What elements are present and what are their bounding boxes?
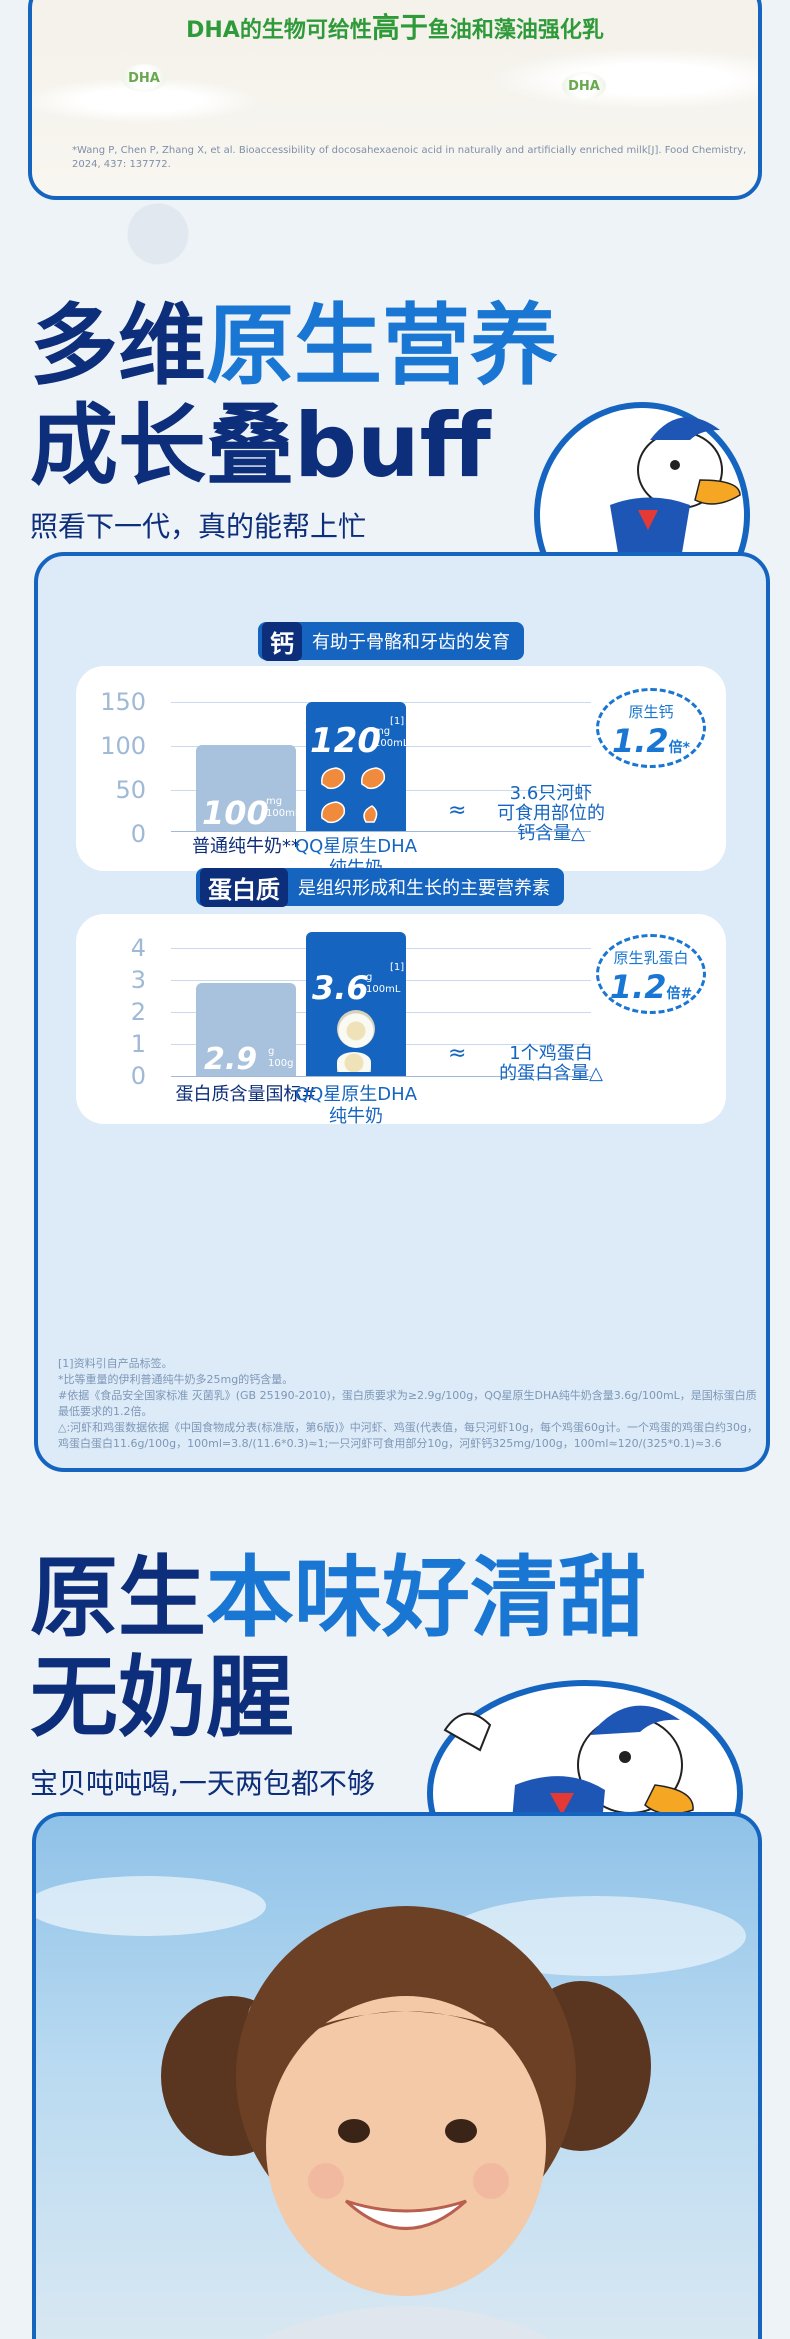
title-blue-part: 本味好清甜	[206, 1546, 647, 1649]
section2-title-line2: 无奶腥	[30, 1646, 295, 1749]
dha-bubble-left: DHA	[122, 64, 166, 92]
unit-top: mg	[374, 726, 391, 737]
shrimp-icon	[321, 801, 346, 824]
category-plain: 蛋白质含量国标#	[175, 1084, 317, 1105]
calcium-equivalent-note: 3.6只河虾 可食用部位的 钙含量△	[481, 784, 621, 844]
ring-label: 原生钙	[628, 703, 674, 721]
category-qq-line2: 纯牛奶	[329, 1106, 383, 1127]
note-line: 的蛋白含量△	[499, 1063, 603, 1084]
title-dark-part: 原生	[30, 1546, 207, 1649]
protein-multiplier-badge: 原生乳蛋白 1.2倍#	[596, 934, 706, 1014]
unit-bottom: 100g	[268, 1058, 294, 1069]
note-line: 钙含量△	[517, 823, 585, 844]
y-tick: 3	[130, 966, 146, 994]
shrimp-icon	[363, 805, 378, 823]
nutrition-panel: 钙 有助于骨骼和牙齿的发育 150 100 50 0 100 mg 100mL …	[34, 552, 770, 1472]
unit-bottom: 100mL	[374, 738, 409, 749]
milk-splash-image	[32, 0, 758, 196]
title-blue-part: 原生营养	[206, 294, 559, 397]
ring-unit: 倍#	[666, 986, 693, 1002]
ref-mark: [1]	[390, 716, 405, 727]
unit-plain: g 100g	[268, 1046, 293, 1070]
ring-unit: 倍*	[668, 740, 690, 756]
note-line: 3.6只河虾	[509, 783, 593, 804]
x-axis-line	[171, 831, 591, 832]
note-line: 1个鸡蛋白	[509, 1043, 593, 1064]
unit-top: mg	[266, 796, 283, 807]
calcium-tag: 钙	[262, 621, 302, 661]
shrimp-icon	[361, 767, 386, 790]
unit-top: g	[366, 972, 373, 983]
approx-sign: ≈	[448, 1041, 467, 1066]
protein-pill: 蛋白质 是组织形成和生长的主要营养素	[196, 867, 564, 907]
unit-bottom: 100mL	[266, 808, 301, 819]
section2-title-line1: 原生本味好清甜	[30, 1551, 646, 1644]
ring-number: 1.2	[611, 722, 669, 760]
headline-pre: DHA的生物可给性	[186, 18, 372, 43]
note-line: 可食用部位的	[497, 803, 605, 824]
section1-title-line2: 成长叠buff	[30, 394, 491, 497]
dha-bioavailability-card: DHA的生物可给性高于鱼油和藻油强化乳 DHA DHA *Wang P, Che…	[28, 0, 762, 200]
footnotes: [1]资料引自产品标签。 *比等重量的伊利普通纯牛奶多25mg的钙含量。 #依据…	[58, 1356, 758, 1452]
bar-protein-standard	[196, 983, 296, 1076]
footnote: [1]资料引自产品标签。	[58, 1357, 173, 1370]
y-tick: 4	[130, 934, 146, 962]
category-qq: QQ星原生DHA 纯牛奶	[271, 1084, 441, 1128]
dha-headline: DHA的生物可给性高于鱼油和藻油强化乳	[32, 6, 758, 46]
ring-value: 1.2倍*	[599, 722, 703, 760]
y-tick: 50	[115, 776, 146, 804]
y-tick: 100	[100, 732, 146, 760]
headline-post: 鱼油和藻油强化乳	[427, 18, 604, 43]
section1-subtitle: 照看下一代，真的能帮上忙	[30, 510, 367, 543]
headline-emphasis: 高于	[371, 11, 428, 44]
footnote: #依据《食品安全国家标准 灭菌乳》(GB 25190-2010)，蛋白质要求为≥…	[58, 1389, 757, 1418]
y-tick: 0	[130, 1062, 146, 1090]
calcium-pill: 钙 有助于骨骼和牙齿的发育	[258, 621, 524, 661]
calcium-chart: 150 100 50 0 100 mg 100mL [1] 120 mg 100…	[76, 666, 726, 879]
protein-equivalent-note: 1个鸡蛋白 的蛋白含量△	[481, 1044, 621, 1084]
unit-top: g	[268, 1046, 275, 1057]
bar-value-qq: 120	[310, 721, 381, 761]
title-dark-part: 多维	[30, 294, 207, 397]
bar-value-plain: 100	[202, 794, 269, 832]
footnote: *比等重量的伊利普通纯牛奶多25mg的钙含量。	[58, 1373, 294, 1386]
y-tick: 1	[130, 1030, 146, 1058]
y-tick: 150	[100, 688, 146, 716]
smiling-girl-image	[36, 1876, 746, 2339]
reference-citation: *Wang P, Chen P, Zhang X, et al. Bioacce…	[72, 145, 747, 170]
unit-qq: g 100mL	[366, 972, 400, 996]
bar-value-qq: 3.6	[312, 969, 369, 1007]
ring-number: 1.2	[609, 968, 667, 1006]
calcium-multiplier-badge: 原生钙 1.2倍*	[596, 688, 706, 768]
ref-mark: [1]	[390, 962, 405, 973]
unit-bottom: 100mL	[366, 984, 401, 995]
protein-tagline: 是组织形成和生长的主要营养素	[298, 878, 550, 899]
egg-icon	[337, 1010, 375, 1048]
calcium-tagline: 有助于骨骼和牙齿的发育	[312, 632, 510, 653]
protein-tag: 蛋白质	[200, 867, 288, 907]
protein-chart: 4 3 2 1 0 2.9 g 100g [1] 3.6 g 100mL 蛋白质…	[76, 914, 726, 1127]
ring-label: 原生乳蛋白	[613, 949, 689, 967]
category-plain: 普通纯牛奶**	[192, 836, 300, 857]
egg-icon	[337, 1052, 371, 1072]
x-axis-line	[171, 1076, 591, 1077]
category-qq-line1: QQ星原生DHA	[294, 836, 418, 857]
dha-bubble-right: DHA	[562, 72, 606, 100]
section1-title-line1: 多维原生营养	[30, 299, 558, 392]
child-photo	[32, 1812, 762, 2339]
unit-plain: mg 100mL	[266, 796, 300, 820]
footnote: △:河虾和鸡蛋数据依据《中国食物成分表(标准版，第6版)》中河虾、鸡蛋(代表值，…	[58, 1421, 758, 1450]
bar-plain-milk	[196, 745, 296, 831]
ring-value: 1.2倍#	[599, 968, 703, 1006]
unit-qq: mg 100mL	[374, 726, 408, 750]
section2-subtitle: 宝贝吨吨喝,一天两包都不够	[30, 1767, 375, 1800]
category-qq-line1: QQ星原生DHA	[294, 1084, 418, 1105]
bar-value-plain: 2.9	[204, 1042, 258, 1077]
approx-sign: ≈	[448, 798, 467, 823]
y-tick: 2	[130, 998, 146, 1026]
shrimp-icon	[321, 767, 346, 790]
y-tick: 0	[130, 820, 146, 848]
